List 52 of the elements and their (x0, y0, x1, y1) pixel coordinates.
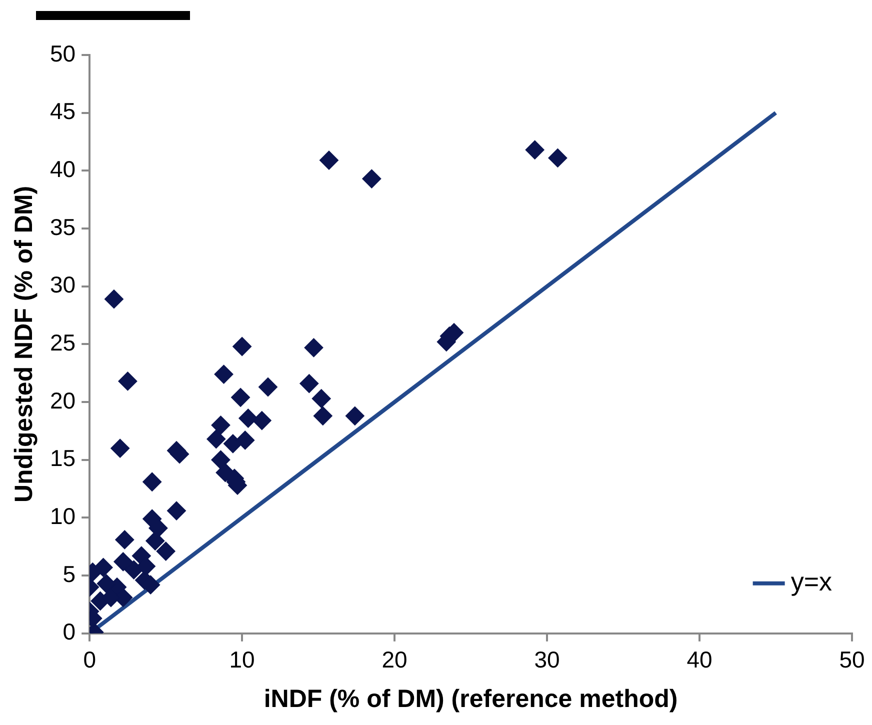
point (300, 374, 319, 394)
point (252, 411, 272, 430)
point (136, 556, 156, 576)
x-tick-label: 0 (83, 646, 96, 673)
point (211, 450, 230, 470)
point (156, 542, 176, 561)
legend-label: y=x (790, 566, 832, 597)
point (231, 388, 250, 407)
y-axis-title: Undigested NDF (% of DM) (10, 186, 38, 503)
y-tick-label: 40 (50, 156, 76, 182)
y-tick-label: 15 (50, 445, 76, 472)
point (211, 416, 230, 435)
point (362, 169, 382, 188)
point (110, 438, 130, 458)
point (124, 560, 144, 580)
point (304, 338, 324, 358)
x-axis-title: iNDF (% of DM) (reference method) (264, 684, 678, 713)
y-tick-label: 30 (50, 272, 76, 298)
point (118, 372, 138, 391)
y-tick-label: 20 (50, 387, 76, 414)
y-tick-label: 45 (50, 98, 76, 124)
point (313, 406, 332, 426)
point (548, 148, 568, 168)
x-tick-label: 10 (229, 646, 255, 673)
y-tick-label: 25 (50, 330, 76, 356)
point (104, 290, 124, 309)
point (206, 430, 226, 449)
point (142, 472, 162, 492)
point (114, 552, 133, 572)
y-tick-label: 50 (50, 40, 76, 66)
point (214, 364, 234, 384)
point (319, 150, 338, 170)
point (232, 337, 252, 356)
y-tick-label: 10 (50, 503, 76, 530)
point (167, 501, 186, 520)
point (258, 378, 278, 396)
point (146, 531, 165, 550)
point (115, 530, 134, 550)
point (94, 558, 113, 577)
x-tick-label: 40 (686, 646, 712, 673)
point (345, 406, 364, 426)
x-tick-label: 50 (839, 646, 865, 673)
point (236, 430, 255, 450)
point (312, 389, 331, 408)
point (238, 408, 258, 428)
x-tick-label: 30 (534, 646, 560, 673)
y-tick-label: 35 (50, 214, 76, 240)
y-tick-label: 0 (62, 618, 76, 645)
x-tick-label: 20 (382, 646, 408, 673)
y-tick-label: 5 (62, 560, 76, 587)
point (525, 140, 544, 160)
point (148, 518, 168, 538)
